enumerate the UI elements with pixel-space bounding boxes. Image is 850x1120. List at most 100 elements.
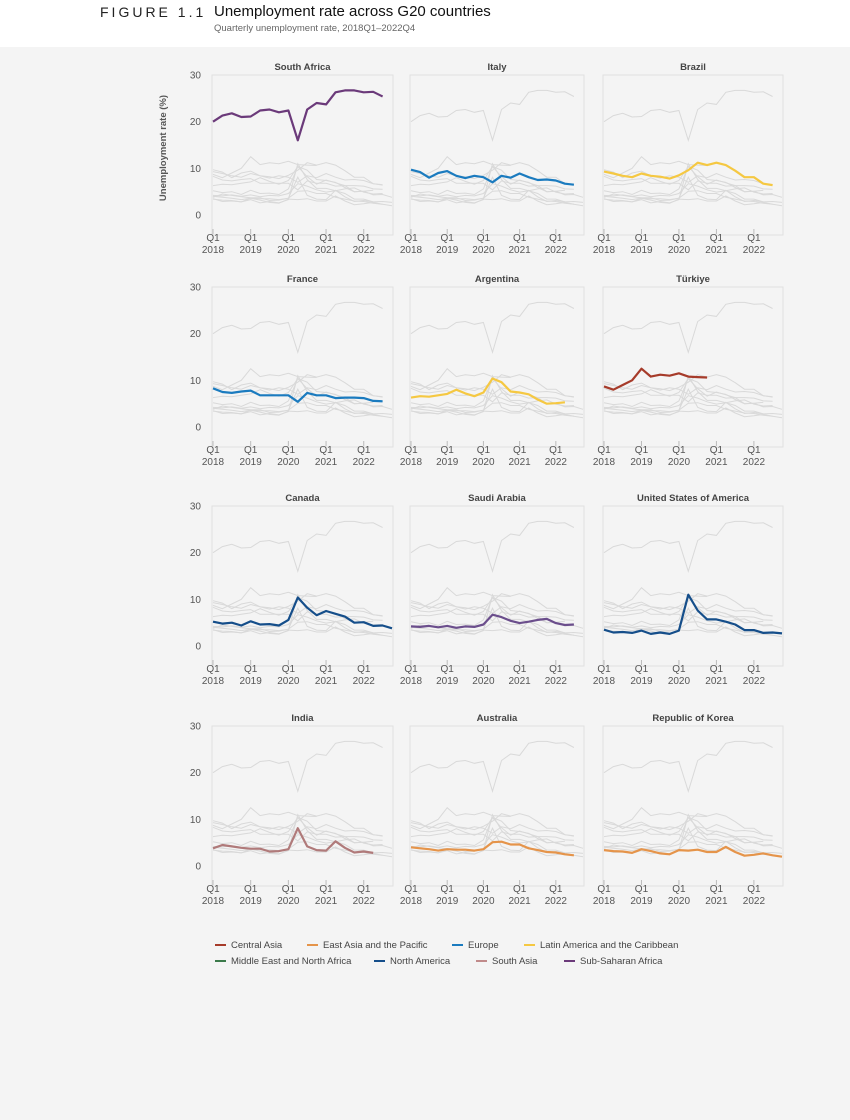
x-tick-label: Q1 2020	[667, 445, 691, 468]
x-tick-label: Q1 2018	[399, 445, 423, 468]
highlight-line	[603, 367, 708, 391]
x-tick-label: Q1 2018	[592, 664, 616, 687]
background-line	[212, 169, 383, 186]
panel-title: South Africa	[274, 62, 331, 73]
x-tick-label: Q1 2020	[277, 664, 300, 687]
background-line	[603, 387, 773, 403]
x-tick-label: Q1 2018	[399, 664, 423, 687]
background-line	[212, 374, 383, 398]
y-tick-label: 30	[190, 502, 202, 513]
background-line	[410, 621, 574, 636]
x-tick-label: Q1 2018	[592, 445, 616, 468]
x-tick-label: Q1 2019	[239, 445, 262, 468]
background-line	[212, 175, 383, 191]
x-tick-label: Q1 2022	[352, 664, 375, 687]
background-line	[212, 367, 317, 391]
background-line	[603, 155, 708, 179]
legend-swatch	[564, 960, 575, 963]
background-line	[212, 626, 393, 638]
background-line	[603, 377, 764, 405]
background-line	[212, 176, 374, 203]
x-tick-label: Q1 2019	[239, 664, 262, 687]
highlight-line	[212, 827, 374, 854]
background-line	[212, 606, 383, 622]
background-line	[212, 607, 374, 634]
x-tick-label: Q1 2021	[508, 445, 531, 468]
background-line	[410, 89, 575, 143]
background-line	[212, 520, 383, 573]
background-line	[410, 176, 565, 203]
y-tick-label: 0	[195, 423, 201, 434]
figure-number: FIGURE 1.1	[100, 4, 207, 20]
background-line	[603, 813, 773, 837]
x-tick-label: Q1 2021	[314, 664, 338, 687]
background-line	[410, 816, 565, 844]
panel-title: France	[287, 274, 318, 285]
background-line	[603, 301, 773, 354]
background-line	[212, 596, 374, 624]
background-line	[212, 846, 393, 858]
background-line	[410, 740, 575, 794]
legend-swatch	[524, 944, 535, 947]
background-line	[603, 826, 773, 842]
background-line	[410, 846, 584, 858]
background-line	[603, 190, 773, 205]
y-tick-label: 10	[190, 815, 202, 826]
x-tick-label: Q1 2019	[630, 664, 653, 687]
background-line	[410, 367, 511, 391]
highlight-line	[212, 89, 384, 142]
panel-title: Italy	[487, 62, 507, 73]
background-line	[603, 621, 773, 636]
background-line	[410, 195, 584, 207]
panel: France 0 10 20 30	[190, 274, 394, 448]
x-tick-label: Q1 2020	[277, 884, 300, 907]
y-tick-label: 20	[190, 548, 202, 559]
x-tick-label: Q1 2020	[472, 233, 495, 256]
x-tick-label: Q1 2022	[544, 664, 567, 687]
background-line	[410, 626, 584, 638]
y-tick-label: 30	[190, 722, 202, 733]
legend-item: East Asia and the Pacific	[307, 940, 428, 951]
x-tick-label: Q1 2019	[436, 884, 459, 907]
panel-title: Republic of Korea	[652, 713, 734, 724]
background-line	[410, 826, 574, 842]
x-tick-label: Q1 2019	[436, 233, 459, 256]
panel: Canada 0 10 20 30	[190, 493, 394, 667]
background-line	[603, 841, 773, 856]
background-line	[603, 195, 783, 207]
panel-frame	[409, 286, 585, 448]
x-tick-label: Q1 2021	[314, 884, 338, 907]
background-line	[603, 607, 764, 634]
background-line	[603, 820, 773, 837]
background-line	[410, 820, 574, 837]
x-tick-label: Q1 2021	[314, 445, 338, 468]
x-tick-label: Q1 2021	[508, 884, 531, 907]
background-line	[603, 407, 783, 419]
background-line	[212, 155, 317, 179]
legend-swatch	[215, 960, 226, 963]
highlight-line	[410, 377, 566, 405]
x-tick-label: Q1 2022	[352, 445, 375, 468]
panel: India 0 10 20 30	[190, 713, 394, 887]
x-tick-label: Q1 2021	[705, 884, 728, 907]
background-line	[212, 820, 383, 837]
legend-label: Middle East and North Africa	[231, 956, 352, 967]
x-tick-label: Q1 2022	[544, 884, 567, 907]
background-line	[603, 596, 764, 624]
x-tick-label: Q1 2019	[436, 664, 459, 687]
background-line	[410, 381, 574, 398]
background-line	[603, 593, 773, 617]
x-tick-label: Q1 2022	[544, 233, 567, 256]
legend-item: Central Asia	[215, 940, 282, 951]
x-tick-label: Q1 2019	[436, 445, 459, 468]
panel-title: Canada	[285, 493, 320, 504]
panel-frame	[602, 286, 784, 448]
background-line	[212, 813, 383, 837]
background-line	[603, 740, 773, 793]
y-tick-label: 0	[195, 862, 201, 873]
background-line	[603, 606, 773, 622]
background-line	[410, 813, 574, 837]
background-line	[603, 374, 773, 398]
